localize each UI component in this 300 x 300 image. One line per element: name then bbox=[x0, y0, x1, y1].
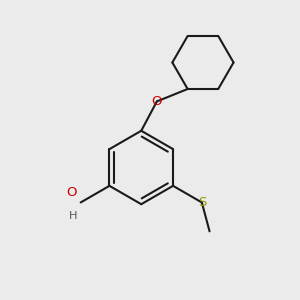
Text: S: S bbox=[198, 196, 206, 209]
Text: O: O bbox=[152, 95, 162, 108]
Text: H: H bbox=[69, 211, 77, 221]
Text: O: O bbox=[67, 186, 77, 199]
